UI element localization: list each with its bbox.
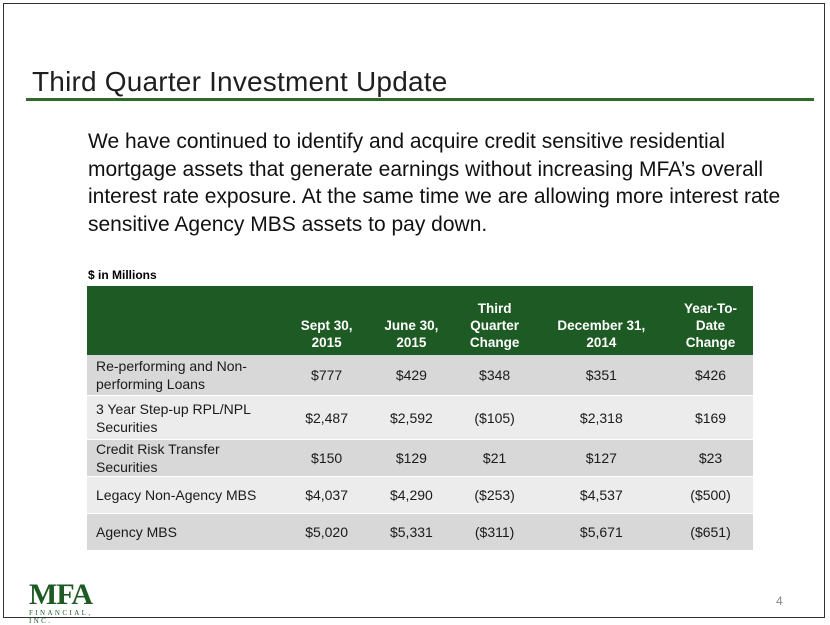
cell-value: ($311) bbox=[454, 513, 535, 550]
cell-value: $4,037 bbox=[285, 476, 369, 514]
cell-value: ($253) bbox=[454, 476, 535, 514]
logo-mark: MFA bbox=[29, 578, 93, 611]
cell-value: $2,318 bbox=[534, 395, 669, 440]
row-label: Legacy Non-Agency MBS bbox=[87, 476, 285, 514]
cell-value: $351 bbox=[534, 355, 669, 396]
cell-value: ($500) bbox=[668, 476, 753, 514]
row-label: Credit Risk Transfer Securities bbox=[87, 439, 285, 477]
row-label: Agency MBS bbox=[87, 513, 285, 550]
table-row: Credit Risk Transfer Securities $150 $12… bbox=[87, 439, 753, 477]
cell-value: $129 bbox=[368, 439, 455, 477]
cell-value: $2,487 bbox=[285, 395, 369, 440]
cell-value: $150 bbox=[285, 439, 369, 477]
logo-subtitle: FINANCIAL, INC. bbox=[29, 609, 93, 625]
table-row: Agency MBS $5,020 $5,331 ($311) $5,671 (… bbox=[87, 513, 753, 550]
header-ytd-change: Year-To- Date Change bbox=[668, 286, 753, 355]
table-header-row: Sept 30, 2015 June 30, 2015 Third Quarte… bbox=[87, 286, 753, 355]
cell-value: $23 bbox=[668, 439, 753, 477]
slide-title: Third Quarter Investment Update bbox=[32, 66, 448, 97]
cell-value: $777 bbox=[285, 355, 369, 396]
header-blank bbox=[87, 286, 285, 355]
header-q3-change: Third Quarter Change bbox=[454, 286, 535, 355]
investment-table: Sept 30, 2015 June 30, 2015 Third Quarte… bbox=[87, 286, 753, 550]
table-row: 3 Year Step-up RPL/NPL Securities $2,487… bbox=[87, 395, 753, 440]
header-text: June 30, 2015 bbox=[384, 318, 439, 350]
header-text: Sept 30, 2015 bbox=[300, 318, 353, 350]
table-row: Re-performing and Non-performing Loans $… bbox=[87, 355, 753, 396]
header-text: Year-To- Date Change bbox=[684, 301, 738, 350]
row-label: 3 Year Step-up RPL/NPL Securities bbox=[87, 395, 285, 440]
cell-value: ($651) bbox=[668, 513, 753, 550]
cell-value: $429 bbox=[368, 355, 455, 396]
header-dec-2014: December 31, 2014 bbox=[534, 286, 669, 355]
cell-value: $4,290 bbox=[368, 476, 455, 514]
intro-paragraph: We have continued to identify and acquir… bbox=[88, 130, 781, 236]
title-underline bbox=[26, 98, 814, 101]
units-note: $ in Millions bbox=[88, 268, 157, 282]
header-text: December 31, 2014 bbox=[557, 318, 646, 350]
company-logo: MFA FINANCIAL, INC. bbox=[29, 578, 119, 625]
cell-value: $5,671 bbox=[534, 513, 669, 550]
cell-value: $4,537 bbox=[534, 476, 669, 514]
table-row: Legacy Non-Agency MBS $4,037 $4,290 ($25… bbox=[87, 476, 753, 514]
cell-value: $169 bbox=[668, 395, 753, 440]
cell-value: $348 bbox=[454, 355, 535, 396]
row-label: Re-performing and Non-performing Loans bbox=[87, 355, 285, 396]
header-sept-2015: Sept 30, 2015 bbox=[285, 286, 369, 355]
cell-value: $426 bbox=[668, 355, 753, 396]
page-number: 4 bbox=[776, 594, 783, 608]
slide: Third Quarter Investment Update We have … bbox=[3, 3, 825, 625]
cell-value: $2,592 bbox=[368, 395, 455, 440]
header-text: Third Quarter Change bbox=[469, 301, 520, 350]
cell-value: $5,331 bbox=[368, 513, 455, 550]
cell-value: ($105) bbox=[454, 395, 535, 440]
cell-value: $21 bbox=[454, 439, 535, 477]
cell-value: $127 bbox=[534, 439, 669, 477]
cell-value: $5,020 bbox=[285, 513, 369, 550]
header-june-2015: June 30, 2015 bbox=[368, 286, 455, 355]
